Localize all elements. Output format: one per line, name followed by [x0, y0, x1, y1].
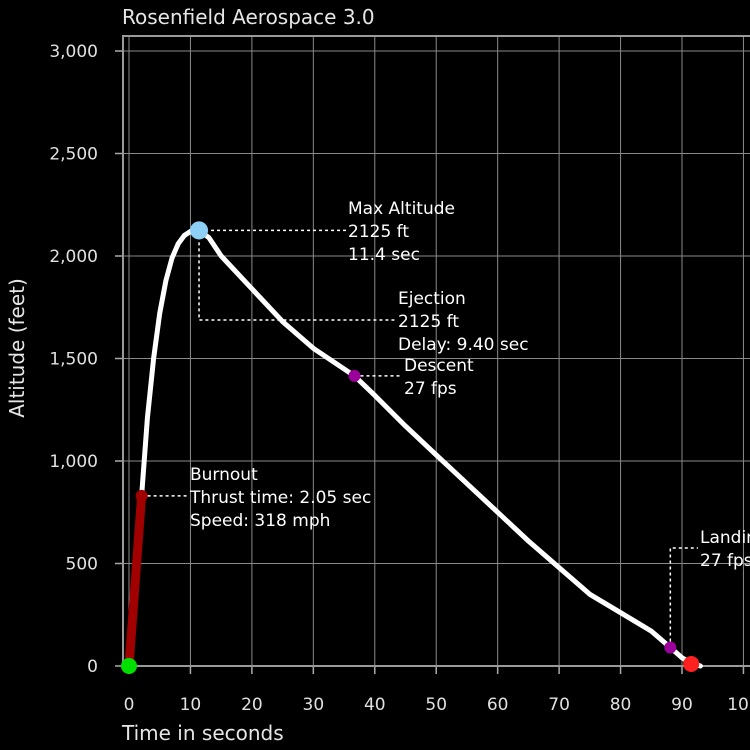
- event-markers: [121, 221, 700, 674]
- x-tick-label: 40: [364, 695, 386, 715]
- burnout-point: [135, 489, 148, 502]
- ejection-annotation-line: Ejection: [398, 289, 466, 309]
- x-tick-label: 20: [241, 695, 263, 715]
- landing-annotation-line: 27 fps: [700, 551, 750, 571]
- plot-frame: [122, 35, 750, 667]
- x-tick-label: 90: [671, 695, 693, 715]
- landing-marker-point: [664, 641, 677, 654]
- y-tick-label: 1,000: [49, 452, 98, 472]
- x-axis-label: Time in seconds: [121, 721, 284, 745]
- landing-point: [683, 655, 700, 672]
- burnout-annotation-line: Burnout: [190, 465, 258, 485]
- descent-point: [348, 369, 361, 382]
- series-coast-descent-line: [139, 227, 703, 669]
- y-tick-labels: 0 500 1,000 1,500 2,000 2,500 3,000: [49, 42, 98, 677]
- flight-path: [124, 227, 703, 671]
- max-altitude-annotation-line: 11.4 sec: [348, 245, 420, 265]
- x-tick-label: 30: [303, 695, 325, 715]
- x-tick-label: 0: [124, 695, 135, 715]
- burnout-annotation-line: Thrust time: 2.05 sec: [189, 488, 371, 508]
- chart-title: Rosenfield Aerospace 3.0: [122, 5, 375, 29]
- ejection-annotation-line: 2125 ft: [398, 312, 459, 332]
- x-tick-label: 50: [425, 695, 447, 715]
- x-tick-label: 60: [487, 695, 509, 715]
- x-tick-label: 70: [548, 695, 570, 715]
- x-tick-label: 10: [180, 695, 202, 715]
- burnout-annotation-line: Speed: 318 mph: [190, 511, 330, 531]
- annotation-leaders: [141, 229, 698, 648]
- apogee-point: [190, 221, 209, 240]
- descent-annotation-line: Descent: [404, 356, 474, 376]
- y-tick-label: 500: [66, 555, 98, 575]
- y-tick-label: 3,000: [49, 42, 98, 62]
- launch-point: [121, 658, 137, 674]
- grid-lines: [115, 36, 750, 674]
- x-tick-label: 100: [727, 695, 750, 715]
- y-tick-label: 2,000: [49, 247, 98, 267]
- x-tick-label: 80: [610, 695, 632, 715]
- event-annotations: Max Altitude 2125 ft 11.4 sec Ejection 2125 …: [189, 199, 750, 571]
- series-powered-line: [124, 491, 147, 671]
- y-axis-label: Altitude (feet): [5, 278, 29, 418]
- y-tick-label: 0: [87, 657, 98, 677]
- x-tick-labels: 0 10 20 30 40 50 60 70 80 90 100: [124, 695, 750, 715]
- max-altitude-annotation-line: Max Altitude: [348, 199, 455, 219]
- max-altitude-annotation-line: 2125 ft: [348, 222, 409, 242]
- ejection-annotation-line: Delay: 9.40 sec: [398, 335, 529, 355]
- descent-annotation-line: 27 fps: [404, 379, 457, 399]
- y-tick-label: 1,500: [49, 350, 98, 370]
- landing-annotation-line: Landing: [700, 528, 750, 548]
- y-tick-label: 2,500: [49, 145, 98, 165]
